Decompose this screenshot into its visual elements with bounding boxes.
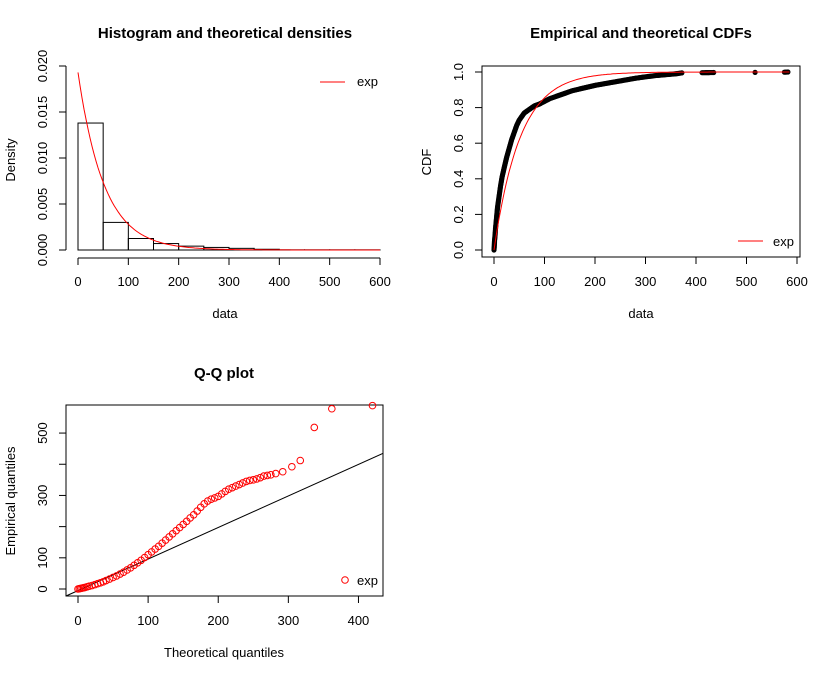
qq-title: Q-Q plot bbox=[194, 365, 254, 382]
qq-legend: exp bbox=[341, 573, 378, 588]
qq-point bbox=[109, 573, 117, 582]
x-tick-label: 300 bbox=[635, 274, 657, 289]
qq-point bbox=[271, 469, 280, 478]
x-tick-label: 400 bbox=[268, 274, 290, 289]
exp-cdf-curve bbox=[493, 71, 790, 251]
x-tick-label: 0 bbox=[490, 274, 497, 289]
y-tick-label: 300 bbox=[35, 485, 50, 507]
qq-point bbox=[267, 471, 275, 479]
qq-point bbox=[368, 401, 377, 410]
qq-point bbox=[235, 480, 244, 489]
qq-point bbox=[328, 404, 336, 413]
y-tick-label: 0.015 bbox=[35, 96, 50, 129]
x-tick-label: 300 bbox=[277, 613, 299, 628]
qq-point bbox=[224, 485, 233, 494]
x-tick-label: 200 bbox=[207, 613, 229, 628]
cdf-ylabel: CDF bbox=[419, 149, 434, 176]
histogram-xlabel: data bbox=[212, 306, 238, 321]
x-tick-label: 600 bbox=[369, 274, 391, 289]
histogram-bar bbox=[127, 238, 154, 251]
qq-point bbox=[85, 582, 94, 590]
x-tick-label: 100 bbox=[534, 274, 556, 289]
y-tick-label: 0.6 bbox=[451, 134, 466, 152]
histogram-legend: exp bbox=[320, 74, 378, 89]
qq-point bbox=[296, 456, 305, 465]
qq-ylabel: Empirical quantiles bbox=[3, 446, 18, 556]
x-tick-label: 300 bbox=[218, 274, 240, 289]
qq-point bbox=[210, 494, 219, 502]
qq-point bbox=[288, 462, 296, 471]
y-tick-label: 0.4 bbox=[451, 170, 466, 188]
x-tick-label: 400 bbox=[348, 613, 370, 628]
histogram-bar bbox=[102, 221, 129, 251]
y-tick-label: 0.2 bbox=[451, 205, 466, 223]
qq-point bbox=[228, 483, 237, 492]
y-tick-label: 100 bbox=[35, 547, 50, 569]
cdf-title: Empirical and theoretical CDFs bbox=[530, 25, 752, 42]
x-tick-label: 500 bbox=[319, 274, 341, 289]
legend-label-exp: exp bbox=[357, 74, 378, 89]
qq-point bbox=[238, 479, 247, 487]
x-tick-label: 500 bbox=[736, 274, 758, 289]
qq-point bbox=[256, 473, 265, 482]
x-tick-label: 100 bbox=[137, 613, 159, 628]
y-tick-label: 1.0 bbox=[451, 63, 466, 81]
ecdf-point bbox=[711, 69, 717, 76]
histogram-bar bbox=[153, 243, 180, 251]
histogram-title: Histogram and theoretical densities bbox=[98, 25, 352, 42]
ecdf-point bbox=[679, 70, 685, 76]
qq-panel: Q-Q plot Theoretical quantiles Empirical… bbox=[3, 365, 384, 660]
x-tick-label: 0 bbox=[74, 613, 81, 628]
cdf-plot-box bbox=[481, 65, 801, 258]
y-tick-label: 0.8 bbox=[451, 99, 466, 117]
qq-point bbox=[249, 476, 258, 484]
qq-point bbox=[245, 476, 254, 485]
x-tick-label: 400 bbox=[685, 274, 707, 289]
y-tick-label: 0.005 bbox=[35, 188, 50, 221]
qq-point bbox=[231, 482, 240, 490]
y-tick-label: 0.0 bbox=[451, 241, 466, 259]
y-tick-label: 0 bbox=[35, 585, 50, 592]
histogram-panel: Histogram and theoretical densities data… bbox=[3, 25, 391, 321]
qq-point bbox=[242, 477, 251, 486]
histogram-bar bbox=[77, 122, 104, 251]
qq-point bbox=[252, 475, 261, 483]
x-tick-label: 200 bbox=[584, 274, 606, 289]
y-tick-label: 0.000 bbox=[35, 234, 50, 267]
x-tick-label: 0 bbox=[74, 274, 81, 289]
x-tick-label: 600 bbox=[786, 274, 808, 289]
cdf-xlabel: data bbox=[628, 306, 654, 321]
x-tick-label: 200 bbox=[168, 274, 190, 289]
qq-plot-box bbox=[65, 404, 384, 597]
qq-point bbox=[260, 472, 268, 480]
y-tick-label: 0.020 bbox=[35, 50, 50, 83]
legend-marker-exp bbox=[341, 576, 349, 584]
x-tick-label: 100 bbox=[117, 274, 139, 289]
qq-reference-line bbox=[65, 452, 384, 597]
qq-point bbox=[102, 576, 110, 585]
legend-label-exp: exp bbox=[773, 234, 794, 249]
cdf-legend: exp bbox=[738, 234, 794, 249]
qq-point bbox=[278, 467, 287, 476]
qq-xlabel: Theoretical quantiles bbox=[164, 645, 284, 660]
y-tick-label: 500 bbox=[35, 422, 50, 444]
exp-density-curve bbox=[77, 72, 380, 251]
qq-point bbox=[263, 471, 272, 480]
cdf-panel: Empirical and theoretical CDFs data CDF … bbox=[419, 25, 808, 321]
histogram-ylabel: Density bbox=[3, 138, 18, 182]
qq-point bbox=[310, 423, 319, 432]
legend-label-exp: exp bbox=[357, 573, 378, 588]
qq-point bbox=[207, 495, 216, 503]
y-tick-label: 0.010 bbox=[35, 142, 50, 175]
qq-point bbox=[105, 575, 114, 583]
